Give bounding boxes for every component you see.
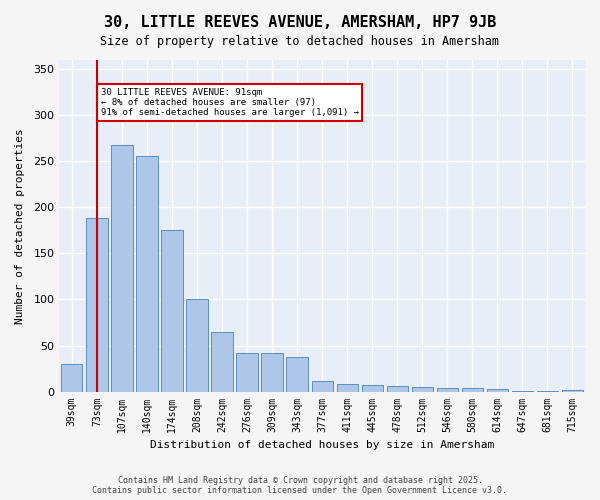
Bar [311, 380, 333, 392]
Text: Contains HM Land Registry data © Crown copyright and database right 2025.
Contai: Contains HM Land Registry data © Crown c… [92, 476, 508, 495]
Bar [362, 385, 383, 392]
Bar [236, 353, 258, 392]
Bar [537, 390, 558, 392]
Bar [111, 144, 133, 392]
Bar [487, 389, 508, 392]
Bar [386, 386, 408, 392]
Y-axis label: Number of detached properties: Number of detached properties [15, 128, 25, 324]
Bar [161, 230, 182, 392]
X-axis label: Distribution of detached houses by size in Amersham: Distribution of detached houses by size … [150, 440, 494, 450]
Bar [462, 388, 483, 392]
Bar [337, 384, 358, 392]
Bar [286, 356, 308, 392]
Bar [86, 218, 107, 392]
Bar [262, 353, 283, 392]
Text: Size of property relative to detached houses in Amersham: Size of property relative to detached ho… [101, 35, 499, 48]
Bar [512, 390, 533, 392]
Bar [136, 156, 158, 392]
Bar [61, 364, 82, 392]
Bar [211, 332, 233, 392]
Bar [187, 300, 208, 392]
Bar [412, 387, 433, 392]
Text: 30 LITTLE REEVES AVENUE: 91sqm
← 8% of detached houses are smaller (97)
91% of s: 30 LITTLE REEVES AVENUE: 91sqm ← 8% of d… [101, 88, 359, 118]
Text: 30, LITTLE REEVES AVENUE, AMERSHAM, HP7 9JB: 30, LITTLE REEVES AVENUE, AMERSHAM, HP7 … [104, 15, 496, 30]
Bar [437, 388, 458, 392]
Bar [562, 390, 583, 392]
